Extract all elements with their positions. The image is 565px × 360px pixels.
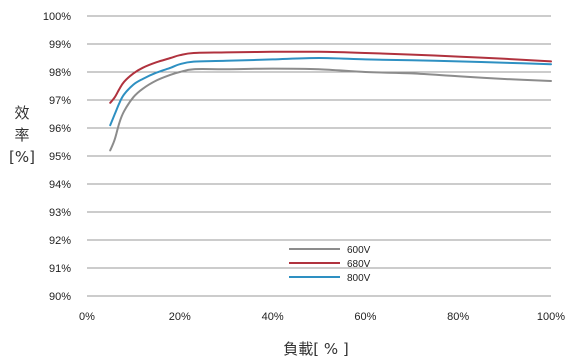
x-tick-label: 0%	[79, 311, 95, 323]
legend-label: 680V	[347, 259, 371, 270]
y-tick-label: 96%	[49, 123, 71, 135]
x-tick-labels: 0% 20% 40% 60% 80% 100%	[79, 311, 565, 323]
y-tick-label: 98%	[49, 67, 71, 79]
series-lines	[109, 50, 552, 152]
x-tick-label: 40%	[262, 311, 284, 323]
y-tick-label: 91%	[49, 263, 71, 275]
series-line-680V	[109, 50, 552, 104]
y-tick-labels: 90% 91% 92% 93% 94% 95% 96% 97% 98% 99% 100%	[43, 11, 71, 303]
y-axis-title-line: [%]	[9, 148, 35, 166]
series-line-600V	[109, 67, 552, 152]
legend-label: 800V	[347, 273, 371, 284]
y-axis-title-line: 率	[14, 126, 29, 144]
series-line-800V	[109, 57, 552, 127]
y-tick-label: 99%	[49, 39, 71, 51]
y-tick-label: 100%	[43, 11, 71, 23]
y-axis-title-line: 效	[14, 104, 29, 122]
legend-label: 600V	[347, 245, 371, 256]
y-tick-label: 95%	[49, 151, 71, 163]
y-axis-title: 效率 [%]	[9, 104, 35, 166]
gridlines	[87, 15, 551, 297]
y-tick-label: 90%	[49, 291, 71, 303]
y-tick-label: 94%	[49, 179, 71, 191]
y-tick-label: 93%	[49, 207, 71, 219]
x-axis-title: 負載[ % ]	[283, 340, 349, 358]
x-tick-label: 60%	[354, 311, 376, 323]
y-tick-label: 92%	[49, 235, 71, 247]
x-tick-label: 80%	[447, 311, 469, 323]
y-tick-label: 97%	[49, 95, 71, 107]
x-tick-label: 100%	[537, 311, 565, 323]
legend: 600V 680V 800V	[289, 245, 371, 284]
x-tick-label: 20%	[169, 311, 191, 323]
